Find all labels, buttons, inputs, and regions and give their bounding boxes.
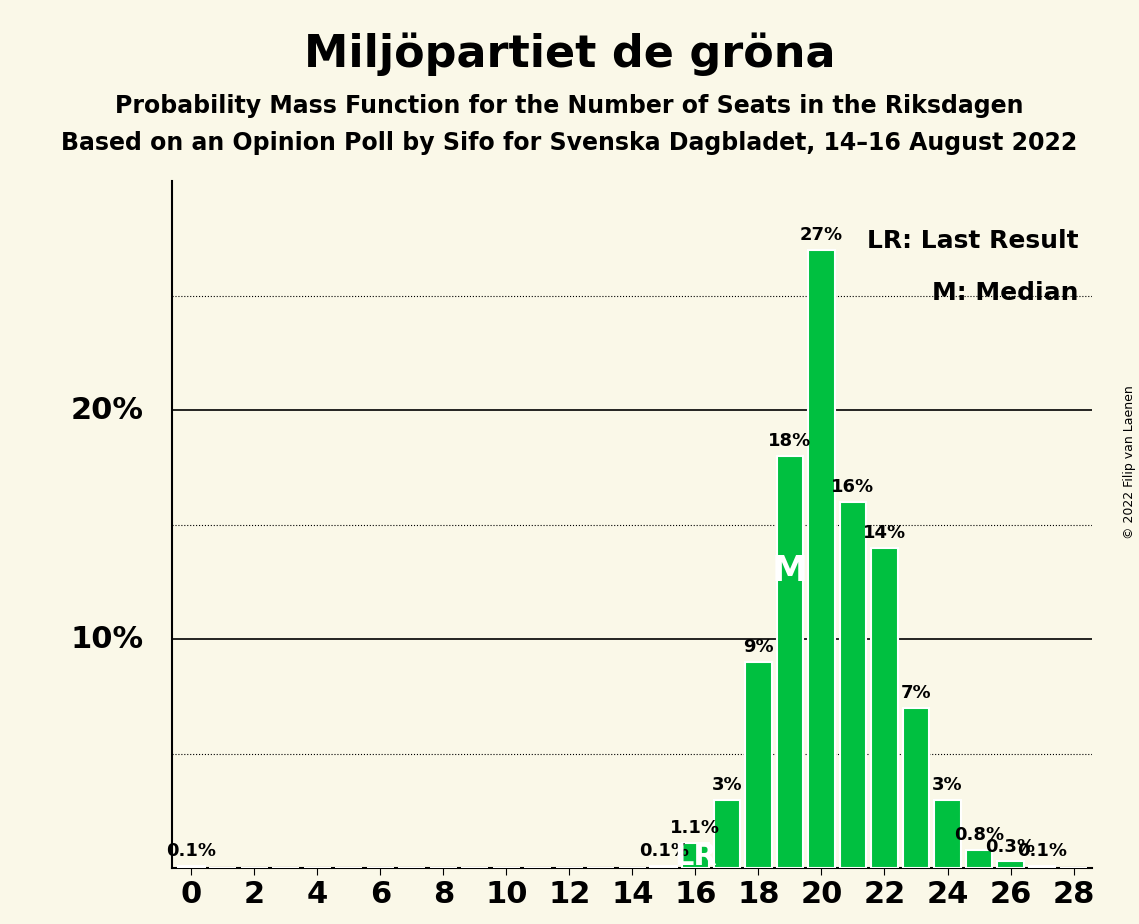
Text: 18%: 18%: [769, 432, 812, 450]
Bar: [808, 250, 835, 869]
Text: M: M: [772, 554, 808, 589]
Text: 14%: 14%: [863, 524, 906, 542]
Text: © 2022 Filip van Laenen: © 2022 Filip van Laenen: [1123, 385, 1137, 539]
Bar: [713, 799, 740, 869]
Text: 1.1%: 1.1%: [671, 820, 720, 837]
Bar: [1029, 866, 1056, 869]
Text: Miljöpartiet de gröna: Miljöpartiet de gröna: [304, 32, 835, 76]
Text: 27%: 27%: [800, 226, 843, 244]
Text: Probability Mass Function for the Number of Seats in the Riksdagen: Probability Mass Function for the Number…: [115, 94, 1024, 118]
Text: 0.3%: 0.3%: [985, 837, 1035, 856]
Bar: [682, 843, 708, 869]
Text: 10%: 10%: [71, 625, 144, 654]
Text: Based on an Opinion Poll by Sifo for Svenska Dagbladet, 14–16 August 2022: Based on an Opinion Poll by Sifo for Sve…: [62, 131, 1077, 155]
Bar: [902, 708, 929, 869]
Bar: [178, 866, 205, 869]
Text: M: Median: M: Median: [932, 281, 1079, 305]
Text: 16%: 16%: [831, 478, 875, 496]
Text: 7%: 7%: [901, 684, 932, 702]
Text: 0.1%: 0.1%: [1017, 842, 1067, 860]
Bar: [966, 850, 992, 869]
Bar: [997, 861, 1024, 869]
Bar: [650, 866, 678, 869]
Text: 9%: 9%: [743, 638, 773, 656]
Bar: [871, 548, 898, 869]
Text: 3%: 3%: [932, 776, 962, 794]
Bar: [777, 456, 803, 869]
Bar: [839, 502, 867, 869]
Text: 0.8%: 0.8%: [954, 826, 1005, 845]
Text: 20%: 20%: [71, 395, 144, 425]
Bar: [745, 663, 772, 869]
Text: LR: Last Result: LR: Last Result: [867, 229, 1079, 253]
Text: 3%: 3%: [712, 776, 743, 794]
Text: 0.1%: 0.1%: [166, 842, 216, 860]
Text: LR: LR: [674, 843, 716, 871]
Bar: [934, 799, 961, 869]
Text: 0.1%: 0.1%: [639, 842, 689, 860]
